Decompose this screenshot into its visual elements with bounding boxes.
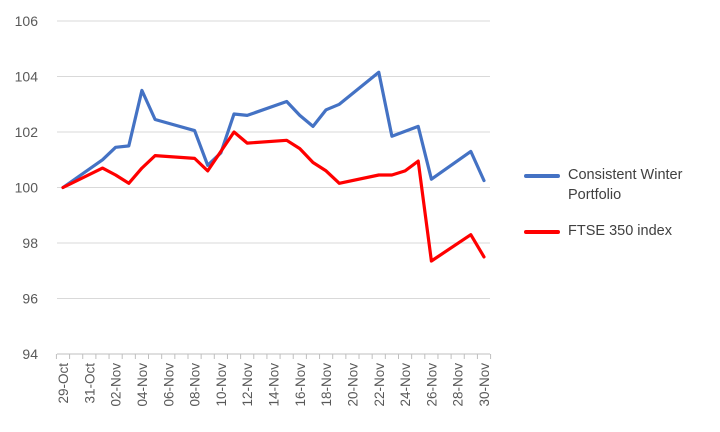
- y-tick-label: 94: [22, 346, 38, 362]
- y-tick-label: 106: [15, 13, 39, 29]
- x-tick-label: 16-Nov: [293, 363, 308, 407]
- x-tick-label: 30-Nov: [477, 363, 492, 407]
- x-tick-label: 06-Nov: [161, 363, 176, 407]
- y-tick-label: 102: [15, 124, 39, 140]
- series-line-0: [61, 70, 486, 190]
- x-tick-label: 20-Nov: [345, 363, 360, 407]
- legend-swatch-series-0: [524, 174, 560, 178]
- legend-label-series-0: Consistent Winter Portfolio: [568, 167, 683, 203]
- y-tick-label: 98: [22, 235, 38, 251]
- x-axis: [55, 353, 492, 359]
- legend: Consistent Winter Portfolio FTSE 350 ind…: [524, 165, 714, 241]
- series-line-1: [61, 130, 486, 263]
- legend-item-series-1: FTSE 350 index: [524, 221, 714, 241]
- x-tick-label: 02-Nov: [109, 363, 124, 407]
- x-tick-label: 28-Nov: [451, 363, 466, 407]
- legend-label-series-1: FTSE 350 index: [568, 223, 672, 239]
- x-tick-label: 26-Nov: [424, 363, 439, 407]
- x-tick-label: 18-Nov: [319, 363, 334, 407]
- x-tick-label: 14-Nov: [267, 363, 282, 407]
- x-tick-label: 22-Nov: [372, 363, 387, 407]
- y-axis-ticks: 94 96 98 100 102 104 106: [15, 13, 39, 362]
- x-tick-label: 08-Nov: [188, 363, 203, 407]
- legend-swatch-series-1: [524, 230, 560, 234]
- x-tick-label: 10-Nov: [214, 363, 229, 407]
- x-tick-label: 31-Oct: [82, 363, 97, 404]
- x-tick-label: 29-Oct: [56, 363, 71, 404]
- series-lines: [61, 70, 486, 263]
- y-tick-label: 104: [15, 69, 39, 85]
- y-tick-label: 100: [15, 180, 39, 196]
- x-axis-ticks: 29-Oct 31-Oct 02-Nov 04-Nov 06-Nov 08-Nov 10-N…: [56, 363, 492, 407]
- gridlines: [57, 20, 490, 299]
- x-tick-label: 12-Nov: [240, 363, 255, 407]
- x-tick-label: 24-Nov: [398, 363, 413, 407]
- x-tick-label: 04-Nov: [135, 363, 150, 407]
- legend-item-series-0: Consistent Winter Portfolio: [524, 165, 714, 205]
- y-tick-label: 96: [22, 291, 38, 307]
